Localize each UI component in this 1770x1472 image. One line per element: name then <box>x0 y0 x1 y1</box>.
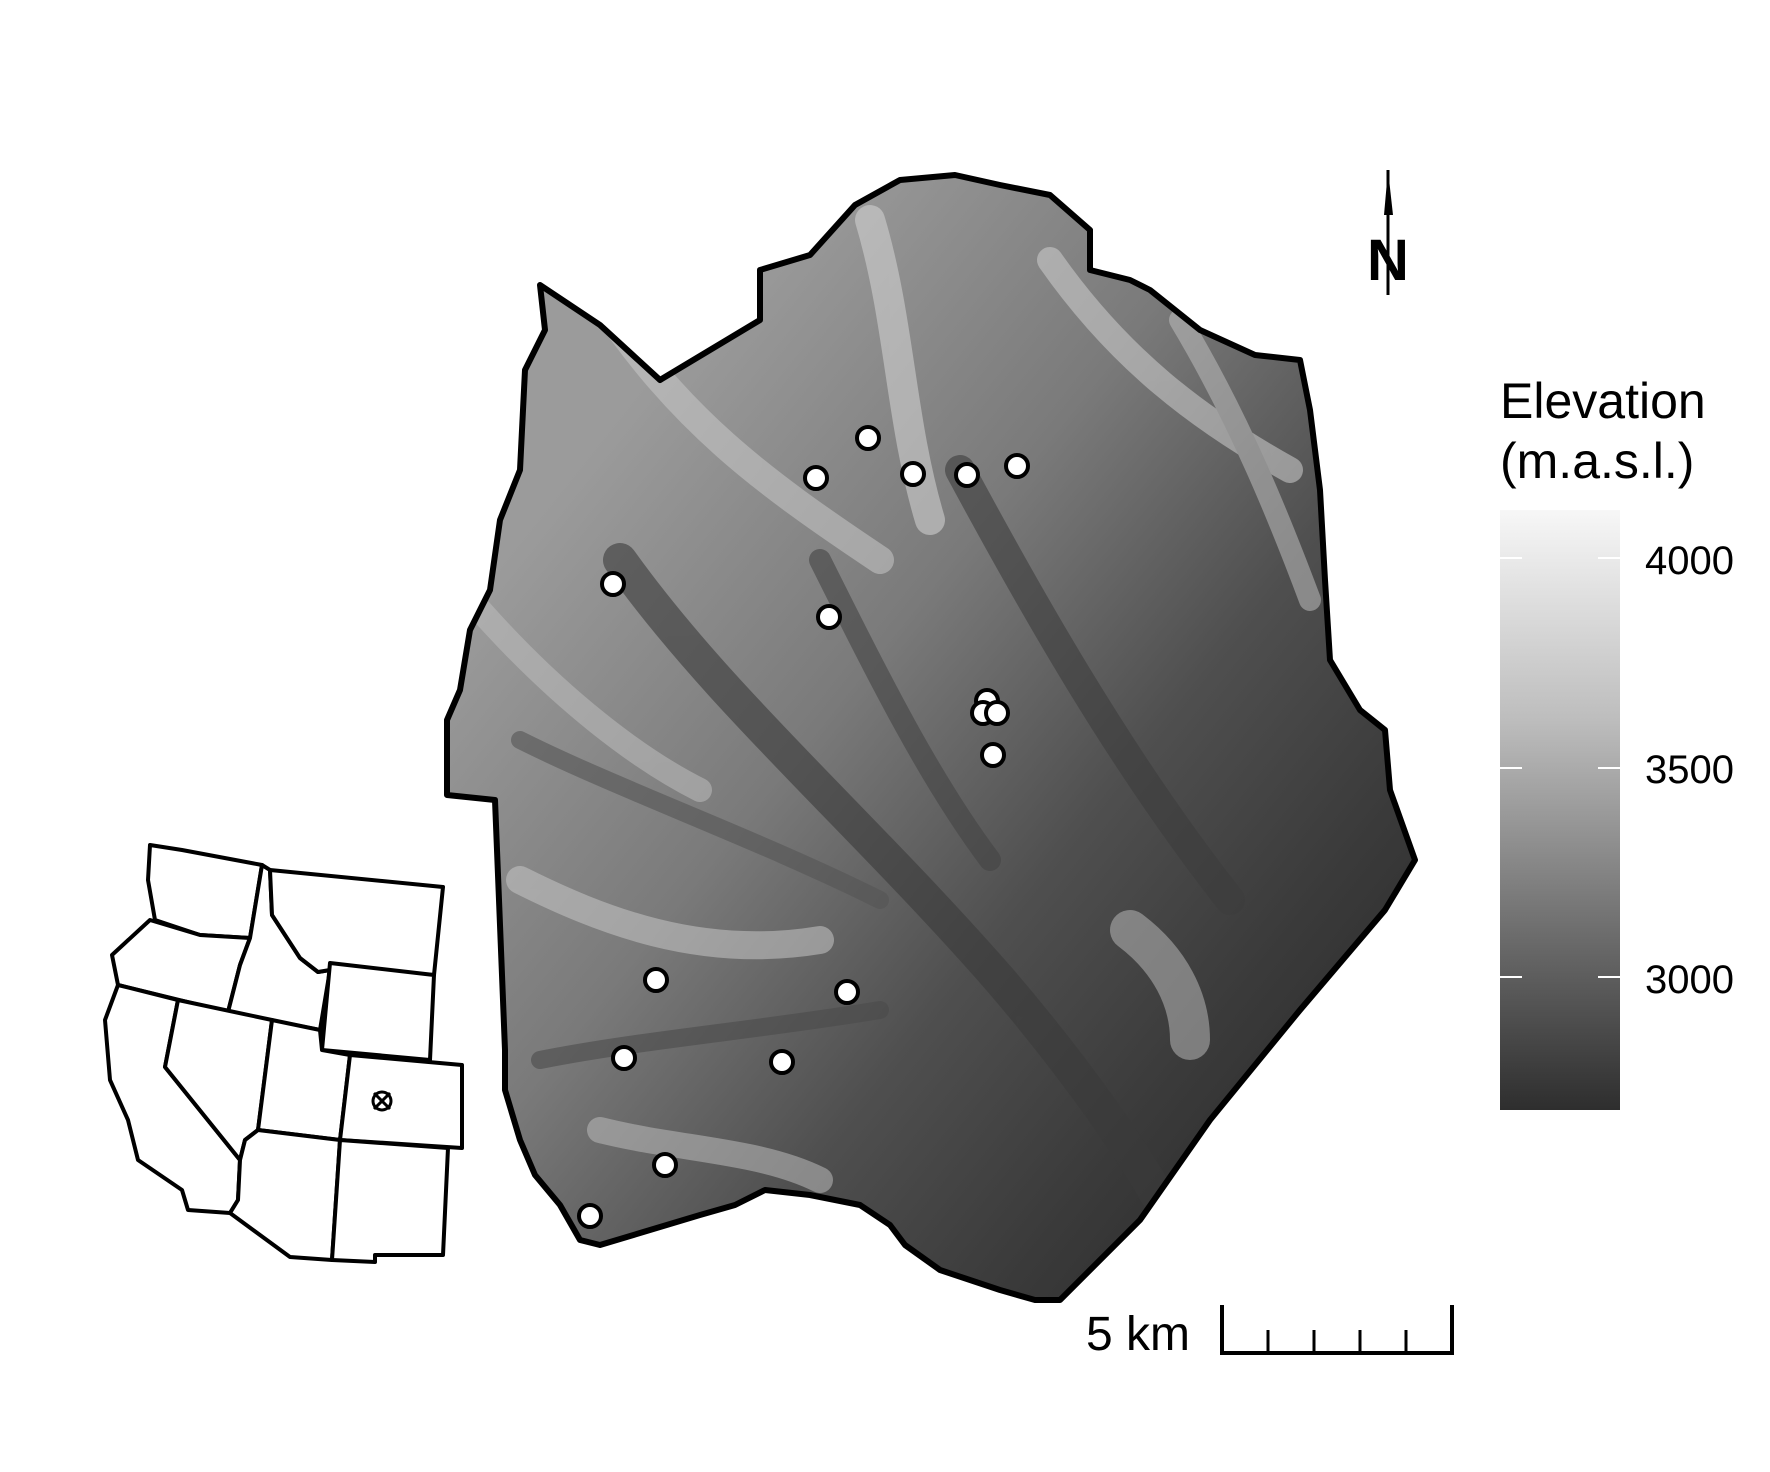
sample-site-marker <box>1004 453 1030 479</box>
sample-site-marker <box>834 979 860 1005</box>
north-arrow: N <box>1367 170 1409 295</box>
legend-title-line2: (m.a.s.l.) <box>1500 433 1694 489</box>
sample-site-marker <box>577 1203 603 1229</box>
scale-bar: 5 km <box>1086 1305 1454 1361</box>
sample-site-marker <box>769 1049 795 1075</box>
inset-state-montana <box>268 868 445 977</box>
sample-site-marker <box>652 1152 678 1178</box>
sample-site-marker <box>643 967 669 993</box>
legend-tick-3500: 3500 <box>1645 748 1734 792</box>
north-arrow-label: N <box>1367 228 1409 293</box>
elevation-legend: Elevation (m.a.s.l.) 4000 3500 3000 <box>1500 373 1734 1110</box>
sample-site-marker <box>980 742 1006 768</box>
sample-sites <box>577 425 1030 1229</box>
inset-state-new-mexico <box>330 1138 450 1264</box>
legend-colorbar <box>1500 510 1620 1110</box>
sample-site-marker <box>855 425 881 451</box>
inset-map <box>103 843 464 1264</box>
sample-site-marker <box>611 1045 637 1071</box>
target-cross-icon <box>371 1090 393 1112</box>
inset-state-arizona <box>228 1128 342 1262</box>
inset-state-colorado <box>338 1053 464 1150</box>
elevation-raster <box>447 175 1415 1300</box>
legend-tick-4000: 4000 <box>1645 539 1734 583</box>
inset-state-wyoming <box>320 961 436 1062</box>
sample-site-marker <box>984 700 1010 726</box>
sample-site-marker <box>816 604 842 630</box>
scale-bar-label: 5 km <box>1086 1308 1190 1361</box>
sample-site-marker <box>600 571 626 597</box>
watershed-boundary <box>444 172 1418 1303</box>
legend-title-line1: Elevation <box>1500 373 1706 429</box>
legend-tick-3000: 3000 <box>1645 958 1734 1002</box>
sample-site-marker <box>900 461 926 487</box>
sample-site-marker <box>954 462 980 488</box>
sample-site-marker <box>803 465 829 491</box>
